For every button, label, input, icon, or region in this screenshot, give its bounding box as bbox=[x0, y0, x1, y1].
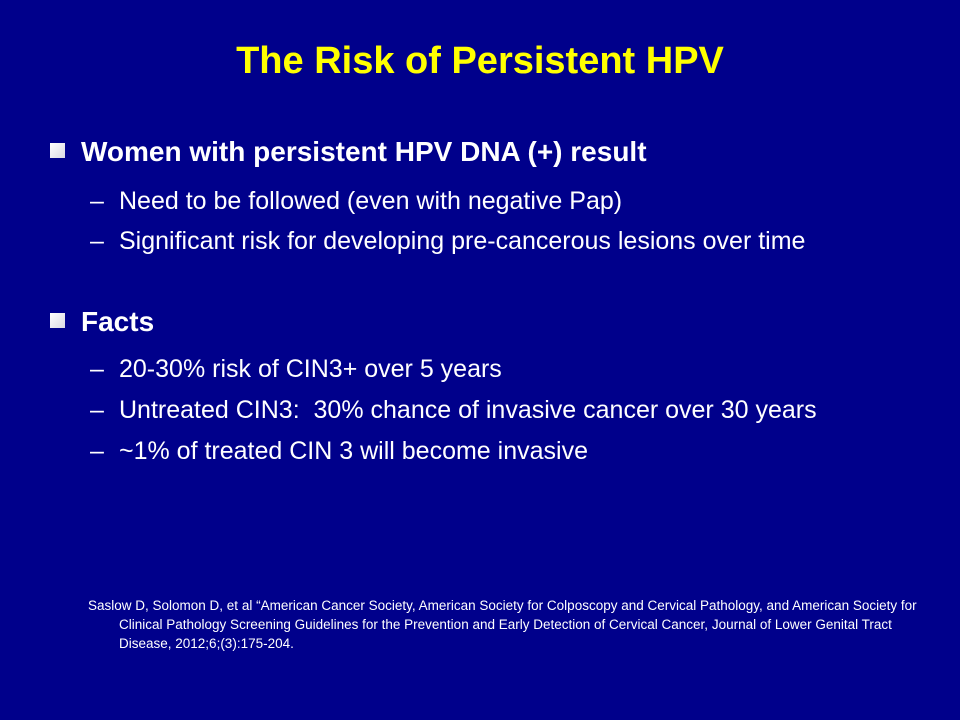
sub-bullet-significant-risk: – Significant risk for developing pre-ca… bbox=[90, 227, 805, 256]
sub-bullet-text: 20-30% risk of CIN3+ over 5 years bbox=[119, 355, 502, 383]
bullet-text: Women with persistent HPV DNA (+) result bbox=[81, 136, 647, 167]
bullet-item-facts: Facts bbox=[50, 306, 154, 338]
bullet-item-persistent-hpv: Women with persistent HPV DNA (+) result bbox=[50, 136, 647, 168]
dash-bullet-icon: – bbox=[90, 187, 104, 215]
sub-bullet-treated-cin3: – ~1% of treated CIN 3 will become invas… bbox=[90, 437, 588, 466]
square-bullet-icon bbox=[50, 313, 65, 328]
square-bullet-icon bbox=[50, 143, 65, 158]
dash-bullet-icon: – bbox=[90, 355, 104, 383]
dash-bullet-icon: – bbox=[90, 227, 104, 255]
sub-bullet-text: ~1% of treated CIN 3 will become invasiv… bbox=[119, 437, 588, 465]
sub-bullet-cin3-risk: – 20-30% risk of CIN3+ over 5 years bbox=[90, 355, 502, 384]
bullet-text: Facts bbox=[81, 306, 155, 337]
sub-bullet-text: Need to be followed (even with negative … bbox=[119, 187, 623, 215]
citation-text: Saslow D, Solomon D, et al “American Can… bbox=[88, 598, 917, 651]
dash-bullet-icon: – bbox=[90, 396, 104, 424]
sub-bullet-text: Untreated CIN3: 30% chance of invasive c… bbox=[119, 396, 817, 424]
dash-bullet-icon: – bbox=[90, 437, 104, 465]
sub-bullet-text: Significant risk for developing pre-canc… bbox=[119, 227, 806, 255]
slide-title: The Risk of Persistent HPV bbox=[236, 40, 724, 82]
sub-bullet-untreated-cin3: – Untreated CIN3: 30% chance of invasive… bbox=[90, 396, 817, 425]
sub-bullet-followed: – Need to be followed (even with negativ… bbox=[90, 187, 622, 216]
